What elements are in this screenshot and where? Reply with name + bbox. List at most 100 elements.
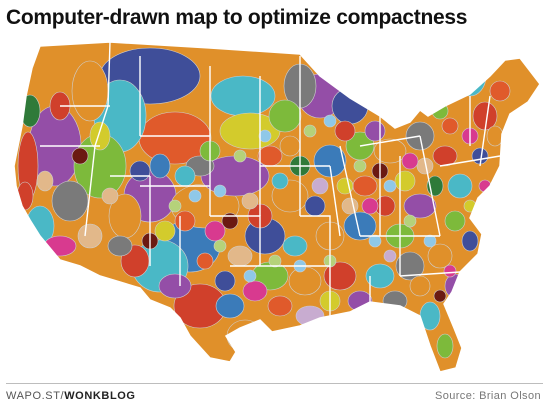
district-cell (243, 269, 257, 283)
district-cell (343, 211, 377, 241)
district-cell (441, 117, 459, 135)
district-cell (444, 210, 466, 232)
district-cell (213, 184, 227, 198)
district-cell (31, 267, 49, 285)
district-cell (383, 179, 397, 193)
state-border-line (339, 145, 361, 237)
district-cell (101, 187, 119, 205)
district-cell (267, 295, 293, 317)
district-cell (323, 261, 357, 291)
state-borders (40, 42, 501, 316)
state-border-line (479, 95, 491, 167)
state-border-line (329, 165, 341, 237)
brand-prefix: WAPO.ST/ (6, 390, 65, 402)
district-cell (453, 55, 487, 97)
district-cell (227, 245, 253, 267)
district-cell (403, 214, 417, 228)
district-cell (268, 254, 282, 268)
district-cell (282, 235, 308, 257)
district-cell (174, 165, 196, 187)
district-cell (489, 80, 511, 102)
district-cell (174, 210, 196, 232)
district-cell (433, 289, 447, 303)
state-border-line (419, 135, 441, 237)
district-cell (196, 252, 214, 270)
district-cell (188, 189, 202, 203)
district-cell (313, 144, 347, 178)
district-cell (472, 101, 498, 131)
district-cell (279, 135, 301, 157)
district-cell (486, 125, 504, 147)
district-cell (352, 175, 378, 197)
district-cell (323, 114, 337, 128)
district-cell (373, 138, 407, 164)
district-cell (242, 280, 268, 302)
district-cell (271, 172, 289, 190)
map-title: Computer-drawn map to optimize compactne… (6, 6, 468, 29)
district-cell (71, 147, 89, 165)
district-cell (341, 197, 359, 215)
district-cell (383, 249, 397, 263)
footer-divider (6, 383, 543, 384)
map-svg (13, 41, 541, 373)
district-cells (14, 42, 540, 372)
district-cell (401, 85, 419, 107)
district-cell (395, 251, 425, 281)
district-cell (353, 159, 367, 173)
district-cell (214, 270, 236, 292)
district-cell (221, 212, 239, 230)
district-cell (394, 170, 416, 192)
district-cell (51, 180, 89, 222)
district-cell (432, 145, 458, 167)
district-cell (213, 239, 227, 253)
district-cell (365, 263, 395, 289)
district-cell (149, 153, 171, 179)
district-cell (304, 195, 326, 217)
district-cell (89, 121, 111, 151)
state-border-line (84, 145, 96, 237)
district-cell (51, 289, 69, 303)
district-cell (347, 290, 373, 312)
district-cell (409, 275, 431, 297)
district-cell (154, 220, 176, 242)
district-map (0, 36, 549, 382)
district-cell (107, 235, 133, 257)
district-cell (461, 230, 479, 252)
district-cell (334, 120, 356, 142)
brand-suffix: WONKBLOG (64, 390, 136, 402)
district-cell (233, 149, 247, 163)
district-cell (268, 99, 302, 133)
district-cell (215, 293, 245, 319)
district-cell (288, 266, 322, 296)
district-cell (361, 197, 379, 215)
district-cell (303, 124, 317, 138)
district-cell (241, 192, 259, 210)
district-cell (158, 273, 192, 299)
district-cell (427, 243, 453, 269)
district-cell (289, 325, 311, 347)
district-cell (59, 267, 81, 285)
district-cell (401, 152, 419, 170)
district-cell (258, 129, 272, 143)
state-border-line (439, 155, 501, 167)
district-cell (443, 264, 457, 278)
district-cell (77, 223, 103, 249)
district-cell (257, 145, 283, 167)
footer-brand: WAPO.ST/WONKBLOG (6, 390, 136, 402)
district-cell (210, 75, 276, 117)
district-cell (311, 177, 329, 195)
district-cell (368, 234, 382, 248)
district-cell (168, 199, 182, 213)
state-border-line (399, 271, 461, 277)
district-cell (336, 177, 354, 195)
district-cell (364, 120, 386, 142)
district-cell (295, 305, 325, 327)
district-cell (36, 170, 54, 192)
district-cell (129, 160, 151, 182)
district-cell (423, 234, 437, 248)
state-border-line (359, 135, 421, 147)
district-cell (204, 220, 226, 242)
district-cell (71, 60, 109, 122)
district-cell (403, 193, 437, 219)
source-credit: Source: Brian Olson (434, 390, 541, 402)
